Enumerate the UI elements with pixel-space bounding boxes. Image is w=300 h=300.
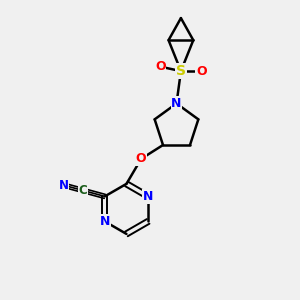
- Text: N: N: [171, 97, 182, 110]
- Text: O: O: [196, 64, 207, 78]
- Text: C: C: [78, 184, 87, 197]
- Text: N: N: [100, 215, 110, 228]
- Text: N: N: [143, 190, 153, 203]
- Text: N: N: [58, 179, 68, 192]
- Text: O: O: [155, 60, 166, 73]
- Text: S: S: [176, 64, 186, 78]
- Text: O: O: [136, 152, 146, 165]
